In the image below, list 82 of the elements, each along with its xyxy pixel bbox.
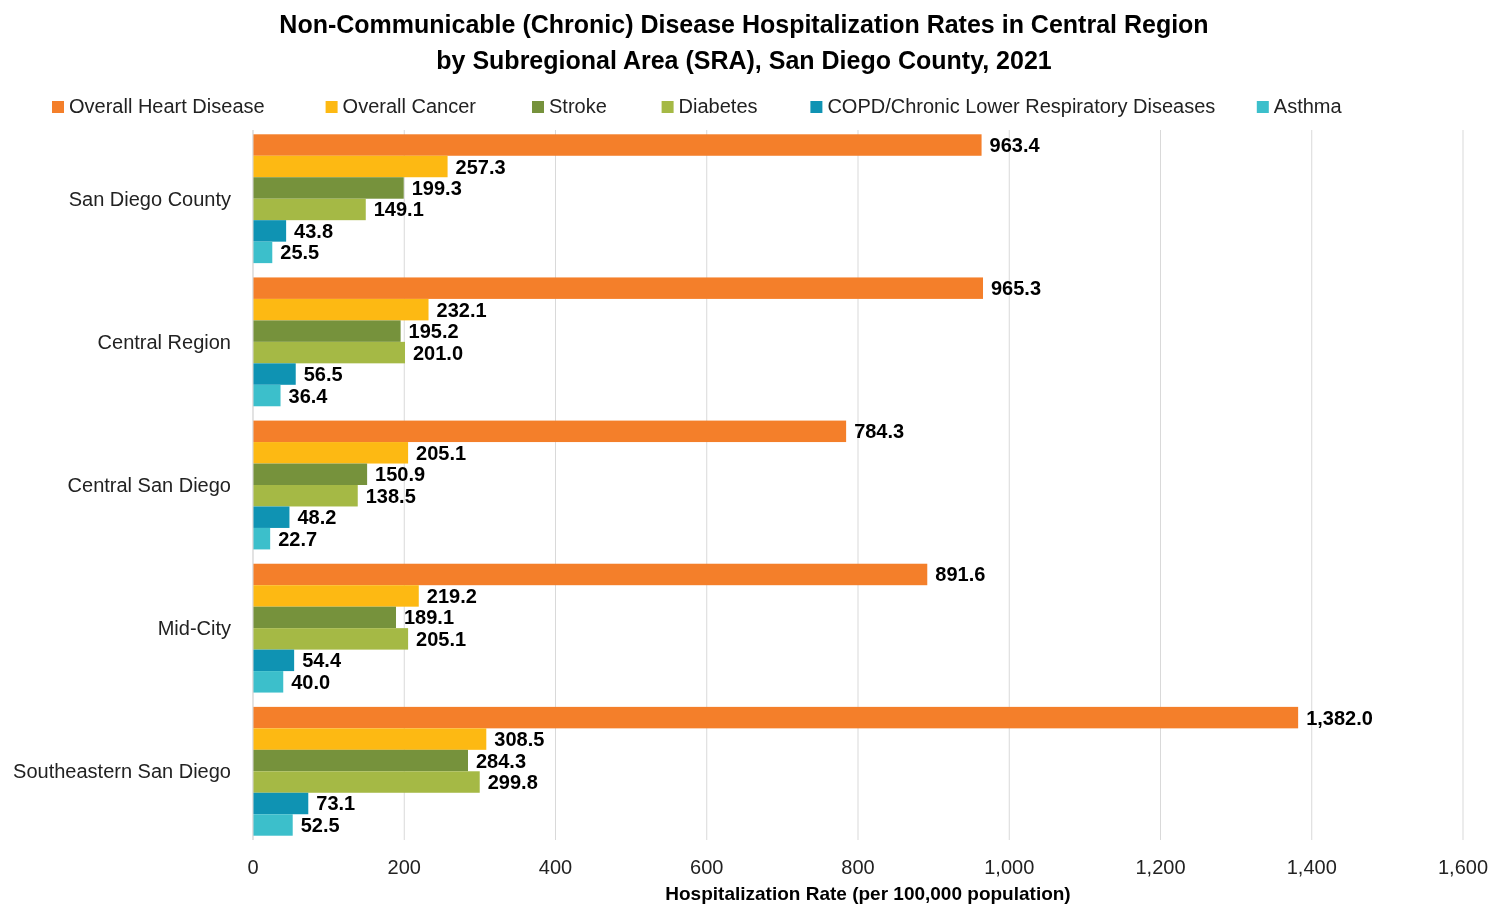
data-label: 219.2 [426,584,477,607]
bar [253,671,284,693]
bar [253,363,296,385]
data-label: 195.2 [408,320,459,343]
bar [253,177,404,199]
data-label: 48.2 [297,506,337,529]
y-tick-label: Mid-City [157,617,231,640]
data-label: 43.8 [294,219,334,242]
bar [253,463,368,485]
data-label: 965.3 [991,277,1042,300]
bar [253,563,928,586]
legend-label: Stroke [549,95,607,117]
data-label: 150.9 [375,463,426,486]
data-label: 205.1 [416,441,467,464]
bar [253,728,487,750]
bar [253,277,984,299]
legend-label: Overall Heart Disease [69,95,265,117]
x-tick-label: 1,600 [1437,856,1489,878]
bar [253,628,409,650]
data-label: 299.8 [487,771,538,794]
chart-title: Non-Communicable (Chronic) Disease Hospitalization Rates in Central Region by Subregional Area (SRA), San Diego County, 2021 [279,10,1209,74]
data-label: 232.1 [436,298,487,321]
bar [253,649,295,672]
bar [253,606,397,629]
bar [253,341,406,364]
data-label: 963.4 [989,134,1041,157]
data-label: 40.0 [291,670,331,693]
data-label: 36.4 [288,384,329,407]
y-tick-label: Central Region [97,330,231,353]
x-tick-label: 1,200 [1135,856,1186,878]
x-tick-label: 400 [538,856,573,878]
x-tick-label: 200 [387,856,421,878]
bar [253,198,366,221]
data-label: 1,382.0 [1306,706,1373,729]
data-label: 25.5 [280,241,320,264]
legend-label: Asthma [1273,95,1343,117]
bar [253,298,429,321]
data-label: 52.5 [300,813,340,836]
x-tick-label: 800 [841,856,875,878]
bar [253,134,982,156]
legend-label: Overall Cancer [342,95,477,117]
data-label: 257.3 [455,155,506,178]
data-label: 205.1 [416,627,467,650]
x-tick-label: 0 [247,856,259,878]
data-label: 56.5 [303,363,343,386]
bar [253,155,448,178]
data-label: 138.5 [365,484,416,507]
legend-label: Diabetes [678,95,758,117]
data-label: 199.3 [411,176,462,199]
data-label: 784.3 [854,420,905,443]
bar [253,527,271,550]
data-label: 308.5 [494,728,545,751]
bar [253,814,293,836]
bar [253,485,358,507]
x-tick-label: 1,000 [984,856,1035,878]
bar [253,585,419,607]
data-label: 284.3 [476,749,527,772]
data-label: 891.6 [935,563,986,586]
bar [253,706,1299,729]
data-label: 73.1 [316,792,356,815]
y-tick-label: San Diego County [68,187,231,210]
bar [253,384,281,407]
x-tick-label: 600 [690,856,724,878]
bar [253,442,409,464]
bar [253,771,480,793]
bar [253,241,273,264]
bar [253,220,287,242]
bar [253,320,401,342]
x-axis-title: Hospitalization Rate (per 100,000 population) [665,883,1071,904]
data-label: 149.1 [373,198,424,221]
data-label: 189.1 [404,606,455,629]
data-label: 201.0 [413,341,464,364]
legend-label: COPD/Chronic Lower Respiratory Diseases [827,95,1216,117]
y-tick-label: Central San Diego [67,474,231,496]
x-tick-label: 1,400 [1286,856,1337,878]
bar [253,792,309,815]
y-tick-label: Southeastern San Diego [13,760,231,783]
data-label: 22.7 [278,527,318,550]
data-label: 54.4 [302,649,342,672]
bar [253,420,847,443]
bar [253,749,468,772]
bar [253,506,290,528]
